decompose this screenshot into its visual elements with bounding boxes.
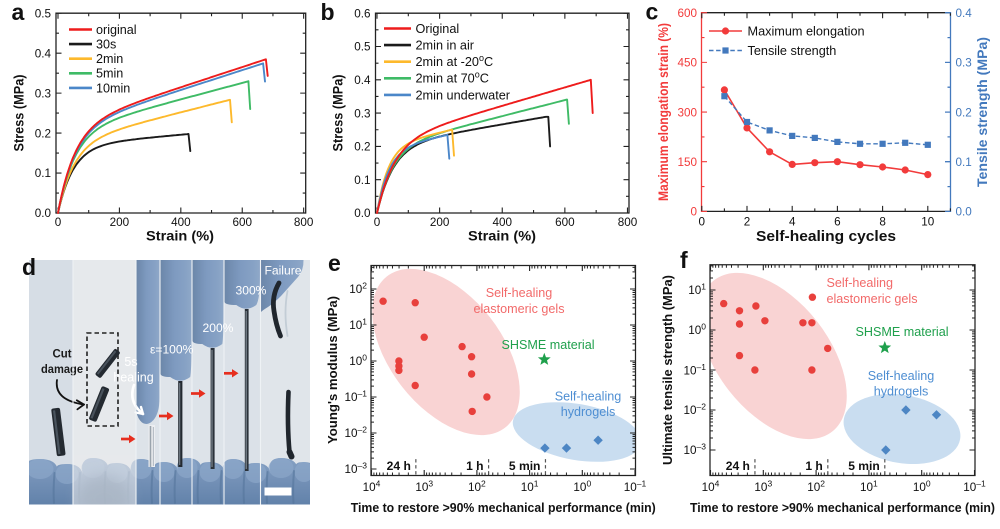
svg-text:0.4: 0.4: [354, 74, 371, 87]
svg-text:10: 10: [921, 216, 935, 229]
svg-text:0.6: 0.6: [354, 7, 370, 20]
svg-text:2min underwater: 2min underwater: [416, 88, 511, 102]
svg-text:0.0: 0.0: [956, 206, 973, 219]
svg-text:Self-healing cycles: Self-healing cycles: [756, 229, 896, 245]
svg-text:damage: damage: [41, 364, 83, 376]
svg-text:0.2: 0.2: [956, 106, 972, 119]
svg-text:300%: 300%: [236, 284, 267, 298]
svg-text:24 h: 24 h: [726, 459, 750, 473]
svg-text:SHSME material: SHSME material: [501, 338, 594, 352]
svg-text:healing: healing: [113, 371, 153, 385]
svg-text:24 h: 24 h: [387, 459, 411, 473]
svg-text:0.0: 0.0: [35, 207, 52, 220]
svg-text:Original: Original: [416, 22, 460, 36]
svg-text:Young's modulus (MPa): Young's modulus (MPa): [325, 296, 340, 444]
svg-text:Tensile strength (MPa): Tensile strength (MPa): [975, 37, 990, 187]
svg-text:0: 0: [690, 206, 697, 219]
svg-text:0.1: 0.1: [354, 174, 370, 187]
svg-text:4: 4: [789, 216, 796, 229]
svg-text:0: 0: [699, 216, 706, 229]
svg-text:Self-healing: Self-healing: [555, 390, 622, 404]
svg-text:Self-healing: Self-healing: [868, 369, 935, 383]
svg-text:Failure: Failure: [265, 264, 302, 278]
svg-text:2min at -20oC: 2min at -20oC: [416, 53, 494, 69]
svg-text:hydrogels: hydrogels: [561, 405, 616, 419]
svg-text:400: 400: [492, 216, 512, 229]
svg-text:300: 300: [677, 106, 697, 119]
svg-text:600: 600: [555, 216, 575, 229]
svg-text:Time to restore >90% mechanica: Time to restore >90% mechanical performa…: [351, 500, 656, 515]
svg-text:450: 450: [677, 57, 697, 70]
svg-text:elastomeric gels: elastomeric gels: [474, 302, 565, 316]
svg-text:0.5: 0.5: [354, 41, 371, 54]
svg-text:Stress (MPa): Stress (MPa): [330, 75, 346, 152]
svg-text:Self-healing: Self-healing: [827, 276, 894, 290]
svg-text:0.3: 0.3: [354, 107, 370, 120]
svg-text:0.2: 0.2: [35, 127, 51, 140]
svg-text:0.2: 0.2: [354, 141, 370, 154]
svg-text:a: a: [12, 0, 25, 25]
svg-text:0.0: 0.0: [354, 207, 371, 220]
svg-text:Strain (%): Strain (%): [146, 228, 214, 244]
svg-text:Stress (MPa): Stress (MPa): [11, 75, 27, 152]
svg-text:200%: 200%: [203, 321, 234, 335]
svg-text:Tensile strength: Tensile strength: [748, 44, 837, 58]
svg-text:Strain (%): Strain (%): [468, 228, 536, 244]
svg-text:2min: 2min: [96, 52, 123, 66]
svg-text:original: original: [96, 23, 137, 37]
svg-text:ε=100%: ε=100%: [150, 343, 194, 357]
svg-text:10min: 10min: [96, 81, 130, 95]
svg-text:6: 6: [834, 216, 841, 229]
svg-text:0.4: 0.4: [35, 47, 52, 60]
svg-text:hydrogels: hydrogels: [874, 385, 929, 399]
svg-text:0: 0: [374, 216, 381, 229]
svg-text:800: 800: [618, 216, 638, 229]
svg-text:5min: 5min: [96, 67, 123, 81]
svg-text:30s: 30s: [96, 38, 116, 52]
svg-text:Time to restore >90% mechanica: Time to restore >90% mechanical performa…: [690, 500, 995, 515]
svg-text:1 h: 1 h: [805, 459, 822, 473]
svg-text:f: f: [680, 247, 688, 273]
svg-text:0.5: 0.5: [35, 7, 52, 20]
svg-text:Maximum elongation strain (%): Maximum elongation strain (%): [656, 23, 671, 201]
svg-text:150: 150: [677, 156, 697, 169]
svg-text:2min in air: 2min in air: [416, 39, 475, 53]
svg-text:5 min: 5 min: [848, 459, 880, 473]
svg-text:2min at 70oC: 2min at 70oC: [416, 70, 489, 86]
svg-text:2: 2: [744, 216, 751, 229]
svg-text:5s: 5s: [124, 355, 137, 369]
svg-text:Maximum elongation: Maximum elongation: [748, 24, 865, 38]
svg-text:elastomeric gels: elastomeric gels: [827, 292, 918, 306]
svg-text:600: 600: [232, 216, 252, 229]
svg-text:200: 200: [430, 216, 450, 229]
svg-text:800: 800: [294, 216, 314, 229]
svg-text:d: d: [22, 254, 36, 280]
svg-text:e: e: [328, 250, 341, 276]
svg-text:0.3: 0.3: [956, 57, 972, 70]
svg-text:SHSME material: SHSME material: [855, 325, 948, 339]
svg-text:1 h: 1 h: [466, 459, 483, 473]
svg-text:Self-healing: Self-healing: [486, 286, 553, 300]
svg-text:600: 600: [677, 7, 697, 20]
svg-text:0.1: 0.1: [956, 156, 972, 169]
svg-text:Cut: Cut: [53, 349, 72, 361]
svg-text:0: 0: [55, 216, 62, 229]
svg-text:Ultimate tensile strength (MPa: Ultimate tensile strength (MPa): [660, 275, 675, 465]
svg-text:200: 200: [110, 216, 130, 229]
svg-text:5 min: 5 min: [509, 459, 541, 473]
svg-text:8: 8: [879, 216, 886, 229]
svg-text:400: 400: [171, 216, 191, 229]
svg-text:0.3: 0.3: [35, 87, 51, 100]
svg-text:0.1: 0.1: [35, 167, 51, 180]
svg-text:c: c: [646, 0, 659, 25]
svg-text:0.4: 0.4: [956, 7, 973, 20]
svg-text:b: b: [321, 0, 335, 25]
